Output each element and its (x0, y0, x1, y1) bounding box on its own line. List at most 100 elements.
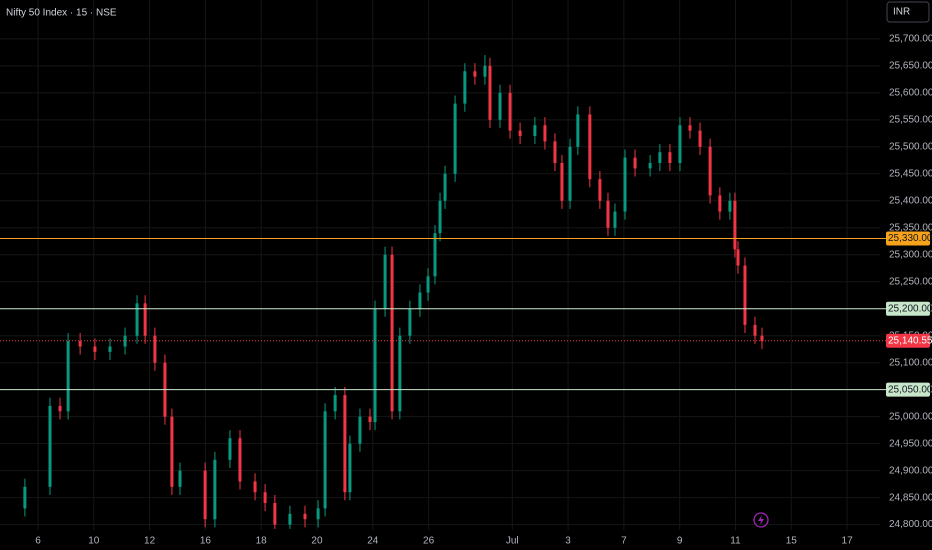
candle-body (463, 71, 467, 104)
chart-title: Nifty 50 Index · 15 · NSE (6, 8, 117, 19)
y-tick-label: 25,400.00 (889, 195, 932, 206)
overlay: 24,800.00 24,850.00 24,900.00 24,950.00 25,0… (0, 34, 932, 547)
candle-body (323, 411, 327, 509)
y-tick-label: 25,550.00 (889, 114, 932, 125)
y-tick-label: 25,300.00 (889, 249, 932, 260)
candle-body (728, 200, 732, 212)
y-tick-label: 25,000.00 (889, 411, 932, 422)
x-tick-label: Jul (506, 536, 519, 547)
candle-body (668, 152, 672, 163)
currency-label[interactable]: INR (893, 7, 910, 18)
candle-body (648, 162, 652, 169)
candle-body (553, 141, 557, 163)
candle-body (633, 157, 637, 169)
candle-body (333, 395, 337, 412)
y-tick-label: 25,450.00 (889, 168, 932, 179)
candle-body (178, 470, 182, 487)
y-tick-label: 25,600.00 (889, 87, 932, 98)
level-badge (886, 301, 930, 316)
candle-body (688, 125, 692, 131)
candle-body (303, 513, 307, 520)
candle-body (203, 470, 207, 520)
candle-body (398, 335, 402, 412)
candle-body (358, 416, 362, 444)
candle-body (576, 114, 580, 147)
candle-body (373, 308, 377, 423)
candle-body (48, 405, 52, 487)
candle-body (273, 503, 277, 525)
candle-body (228, 438, 232, 460)
candle-body (518, 130, 522, 137)
candle-body (143, 303, 147, 336)
x-tick-label: 17 (842, 536, 854, 547)
candle-body (213, 459, 217, 520)
x-tick-label: 24 (367, 536, 379, 547)
candle-body (473, 71, 477, 77)
x-tick-label: 20 (311, 536, 323, 547)
candle-body (288, 513, 292, 525)
candle-body (488, 65, 492, 120)
candle-body (348, 443, 352, 493)
candle-body (316, 508, 320, 520)
candle-body (253, 481, 257, 493)
y-tick-label: 25,500.00 (889, 141, 932, 152)
candle-body (698, 130, 702, 147)
candle-body (658, 152, 662, 163)
candle-body (58, 405, 62, 412)
candle-body (736, 249, 740, 266)
x-tick-label: 9 (677, 536, 683, 547)
y-tick-label: 24,900.00 (889, 465, 932, 476)
x-tick-label: 10 (88, 536, 100, 547)
x-tick-label: 16 (200, 536, 212, 547)
candle-body (598, 179, 602, 201)
level-label: 25,200.00 (888, 303, 932, 314)
candle-body (760, 335, 764, 342)
candle-body (718, 195, 722, 212)
candle-body (453, 103, 457, 174)
candle-body (66, 341, 70, 412)
candles (23, 55, 764, 529)
y-tick-label: 24,800.00 (889, 519, 932, 530)
candle-body (508, 92, 512, 131)
lightning-icon[interactable] (753, 512, 769, 528)
candle-body (498, 92, 502, 120)
candle-body (606, 200, 610, 228)
candle-body (560, 162, 564, 201)
candle-body (123, 335, 127, 347)
candle-body (78, 341, 82, 347)
candle-body (433, 233, 437, 277)
candle-body (23, 486, 27, 509)
y-tick-label: 24,850.00 (889, 492, 932, 503)
candle-body (613, 211, 617, 228)
x-tick-label: 3 (565, 536, 571, 547)
candle-body (443, 173, 447, 201)
last-price-label: 25,140.55 (888, 335, 932, 346)
candle-body (263, 492, 267, 504)
level-badge (886, 231, 930, 246)
last-price-badge (886, 333, 930, 348)
x-tick-label: 15 (786, 536, 798, 547)
candle-body (543, 125, 547, 142)
candle-body (135, 303, 139, 336)
candle-body (678, 125, 682, 163)
x-tick-label: 6 (35, 536, 41, 547)
candle-body (438, 200, 442, 234)
candle-body (153, 335, 157, 363)
level-label: 25,050.00 (888, 384, 932, 395)
candle-body (238, 438, 242, 482)
candle-body (108, 346, 112, 352)
candle-body (743, 265, 747, 325)
x-tick-label: 11 (730, 536, 741, 547)
candle-body (170, 416, 174, 487)
x-tick-label: 12 (144, 536, 156, 547)
x-tick-label: 7 (621, 536, 627, 547)
candle-body (390, 254, 394, 412)
candle-body (483, 65, 487, 77)
x-tick-label: 18 (256, 536, 268, 547)
y-tick-label: 25,700.00 (889, 34, 932, 45)
candle-body (93, 346, 97, 352)
candle-body (733, 200, 737, 250)
currency-button[interactable] (886, 1, 930, 23)
